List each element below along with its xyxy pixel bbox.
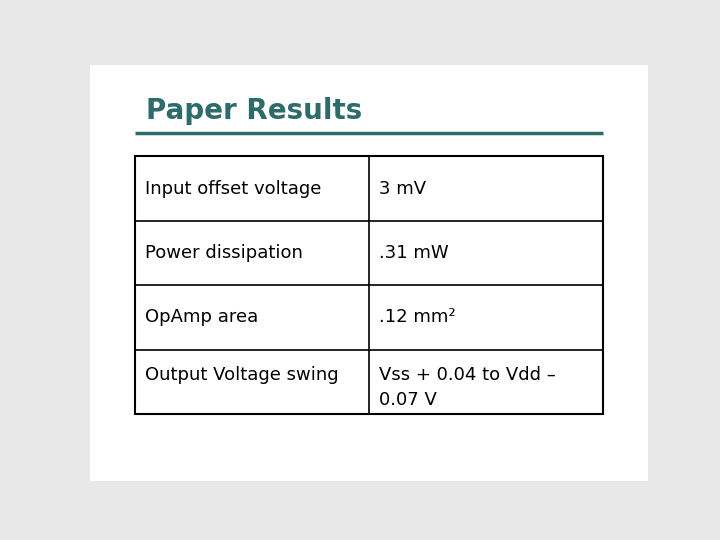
Text: Paper Results: Paper Results: [145, 97, 362, 125]
Text: OpAmp area: OpAmp area: [145, 308, 258, 326]
Text: Vss + 0.04 to Vdd –
0.07 V: Vss + 0.04 to Vdd – 0.07 V: [379, 366, 556, 409]
Text: .31 mW: .31 mW: [379, 244, 449, 262]
Bar: [135, 156, 603, 414]
Text: .12 mm²: .12 mm²: [379, 308, 456, 326]
Text: 3 mV: 3 mV: [379, 179, 426, 198]
Text: Power dissipation: Power dissipation: [145, 244, 302, 262]
Bar: [135, 156, 603, 414]
Text: Output Voltage swing: Output Voltage swing: [145, 366, 338, 384]
Text: Input offset voltage: Input offset voltage: [145, 179, 321, 198]
FancyBboxPatch shape: [73, 52, 665, 493]
